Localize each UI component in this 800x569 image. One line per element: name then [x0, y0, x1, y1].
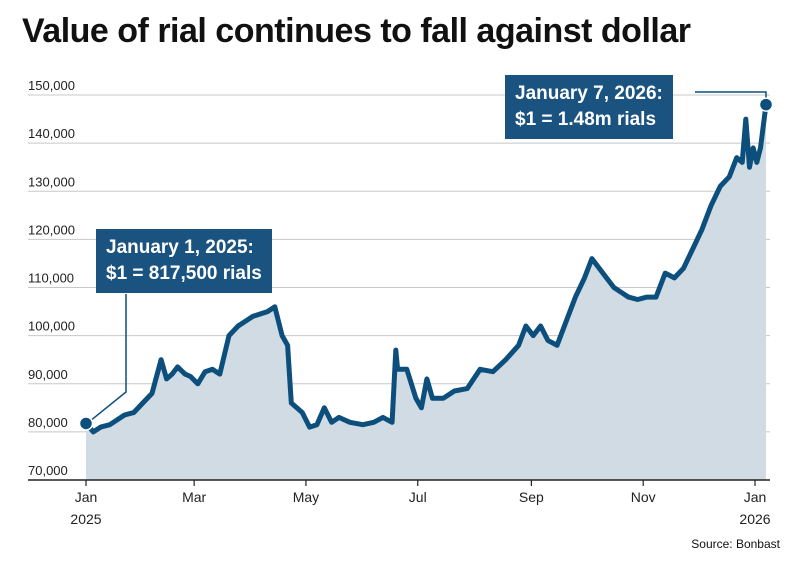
y-tick-label: 120,000	[28, 222, 75, 237]
callout-jan-2026: January 7, 2026: $1 = 1.48m rials	[505, 75, 673, 139]
callout-jan-2026-line1: January 7, 2026:	[515, 83, 663, 104]
x-tick-label: Jul	[409, 489, 427, 505]
leader-jan-2026	[695, 91, 767, 99]
marker-jan-2025	[78, 416, 94, 431]
annotation-leaders	[91, 91, 767, 421]
x-tick-label: May	[293, 489, 319, 505]
y-tick-label: 150,000	[28, 78, 75, 93]
marker-jan-2026	[758, 97, 774, 112]
x-tick-label-year: 2025	[70, 511, 101, 527]
y-tick-label: 80,000	[28, 415, 68, 430]
y-tick-label: 100,000	[28, 319, 75, 334]
series-area	[86, 104, 766, 480]
x-tick-label: Jan	[75, 489, 98, 505]
x-tick-label: Jan	[744, 489, 767, 505]
x-tick-label-year: 2026	[739, 511, 770, 527]
callout-jan-2026-line2: $1 = 1.48m rials	[515, 109, 657, 130]
x-axis-ticks: Jan 2025 Mar May Jul Sep Nov Jan 2026	[70, 480, 771, 527]
y-tick-label: 110,000	[28, 271, 74, 286]
leader-jan-2025	[91, 294, 127, 421]
annotation-markers	[78, 97, 774, 431]
series-line	[83, 102, 769, 435]
y-axis-ticks: 70,000 80,000 90,000 100,000 110,000 120,000 1…	[28, 78, 75, 478]
y-tick-label: 90,000	[28, 367, 68, 382]
callout-jan-2025: January 1, 2025: $1 = 817,500 rials	[96, 229, 272, 293]
x-tick-label: Mar	[182, 489, 206, 505]
callout-jan-2025-line2: $1 = 817,500 rials	[106, 263, 262, 284]
y-tick-label: 140,000	[28, 126, 75, 141]
callout-jan-2025-line1: January 1, 2025:	[106, 237, 254, 258]
y-tick-label: 130,000	[28, 174, 75, 189]
chart-title: Value of rial continues to fall against …	[22, 12, 691, 50]
x-tick-label: Sep	[519, 489, 544, 505]
source-note: Source: Bonbast	[691, 537, 780, 551]
y-tick-label: 70,000	[28, 463, 68, 478]
x-tick-label: Nov	[631, 489, 656, 505]
